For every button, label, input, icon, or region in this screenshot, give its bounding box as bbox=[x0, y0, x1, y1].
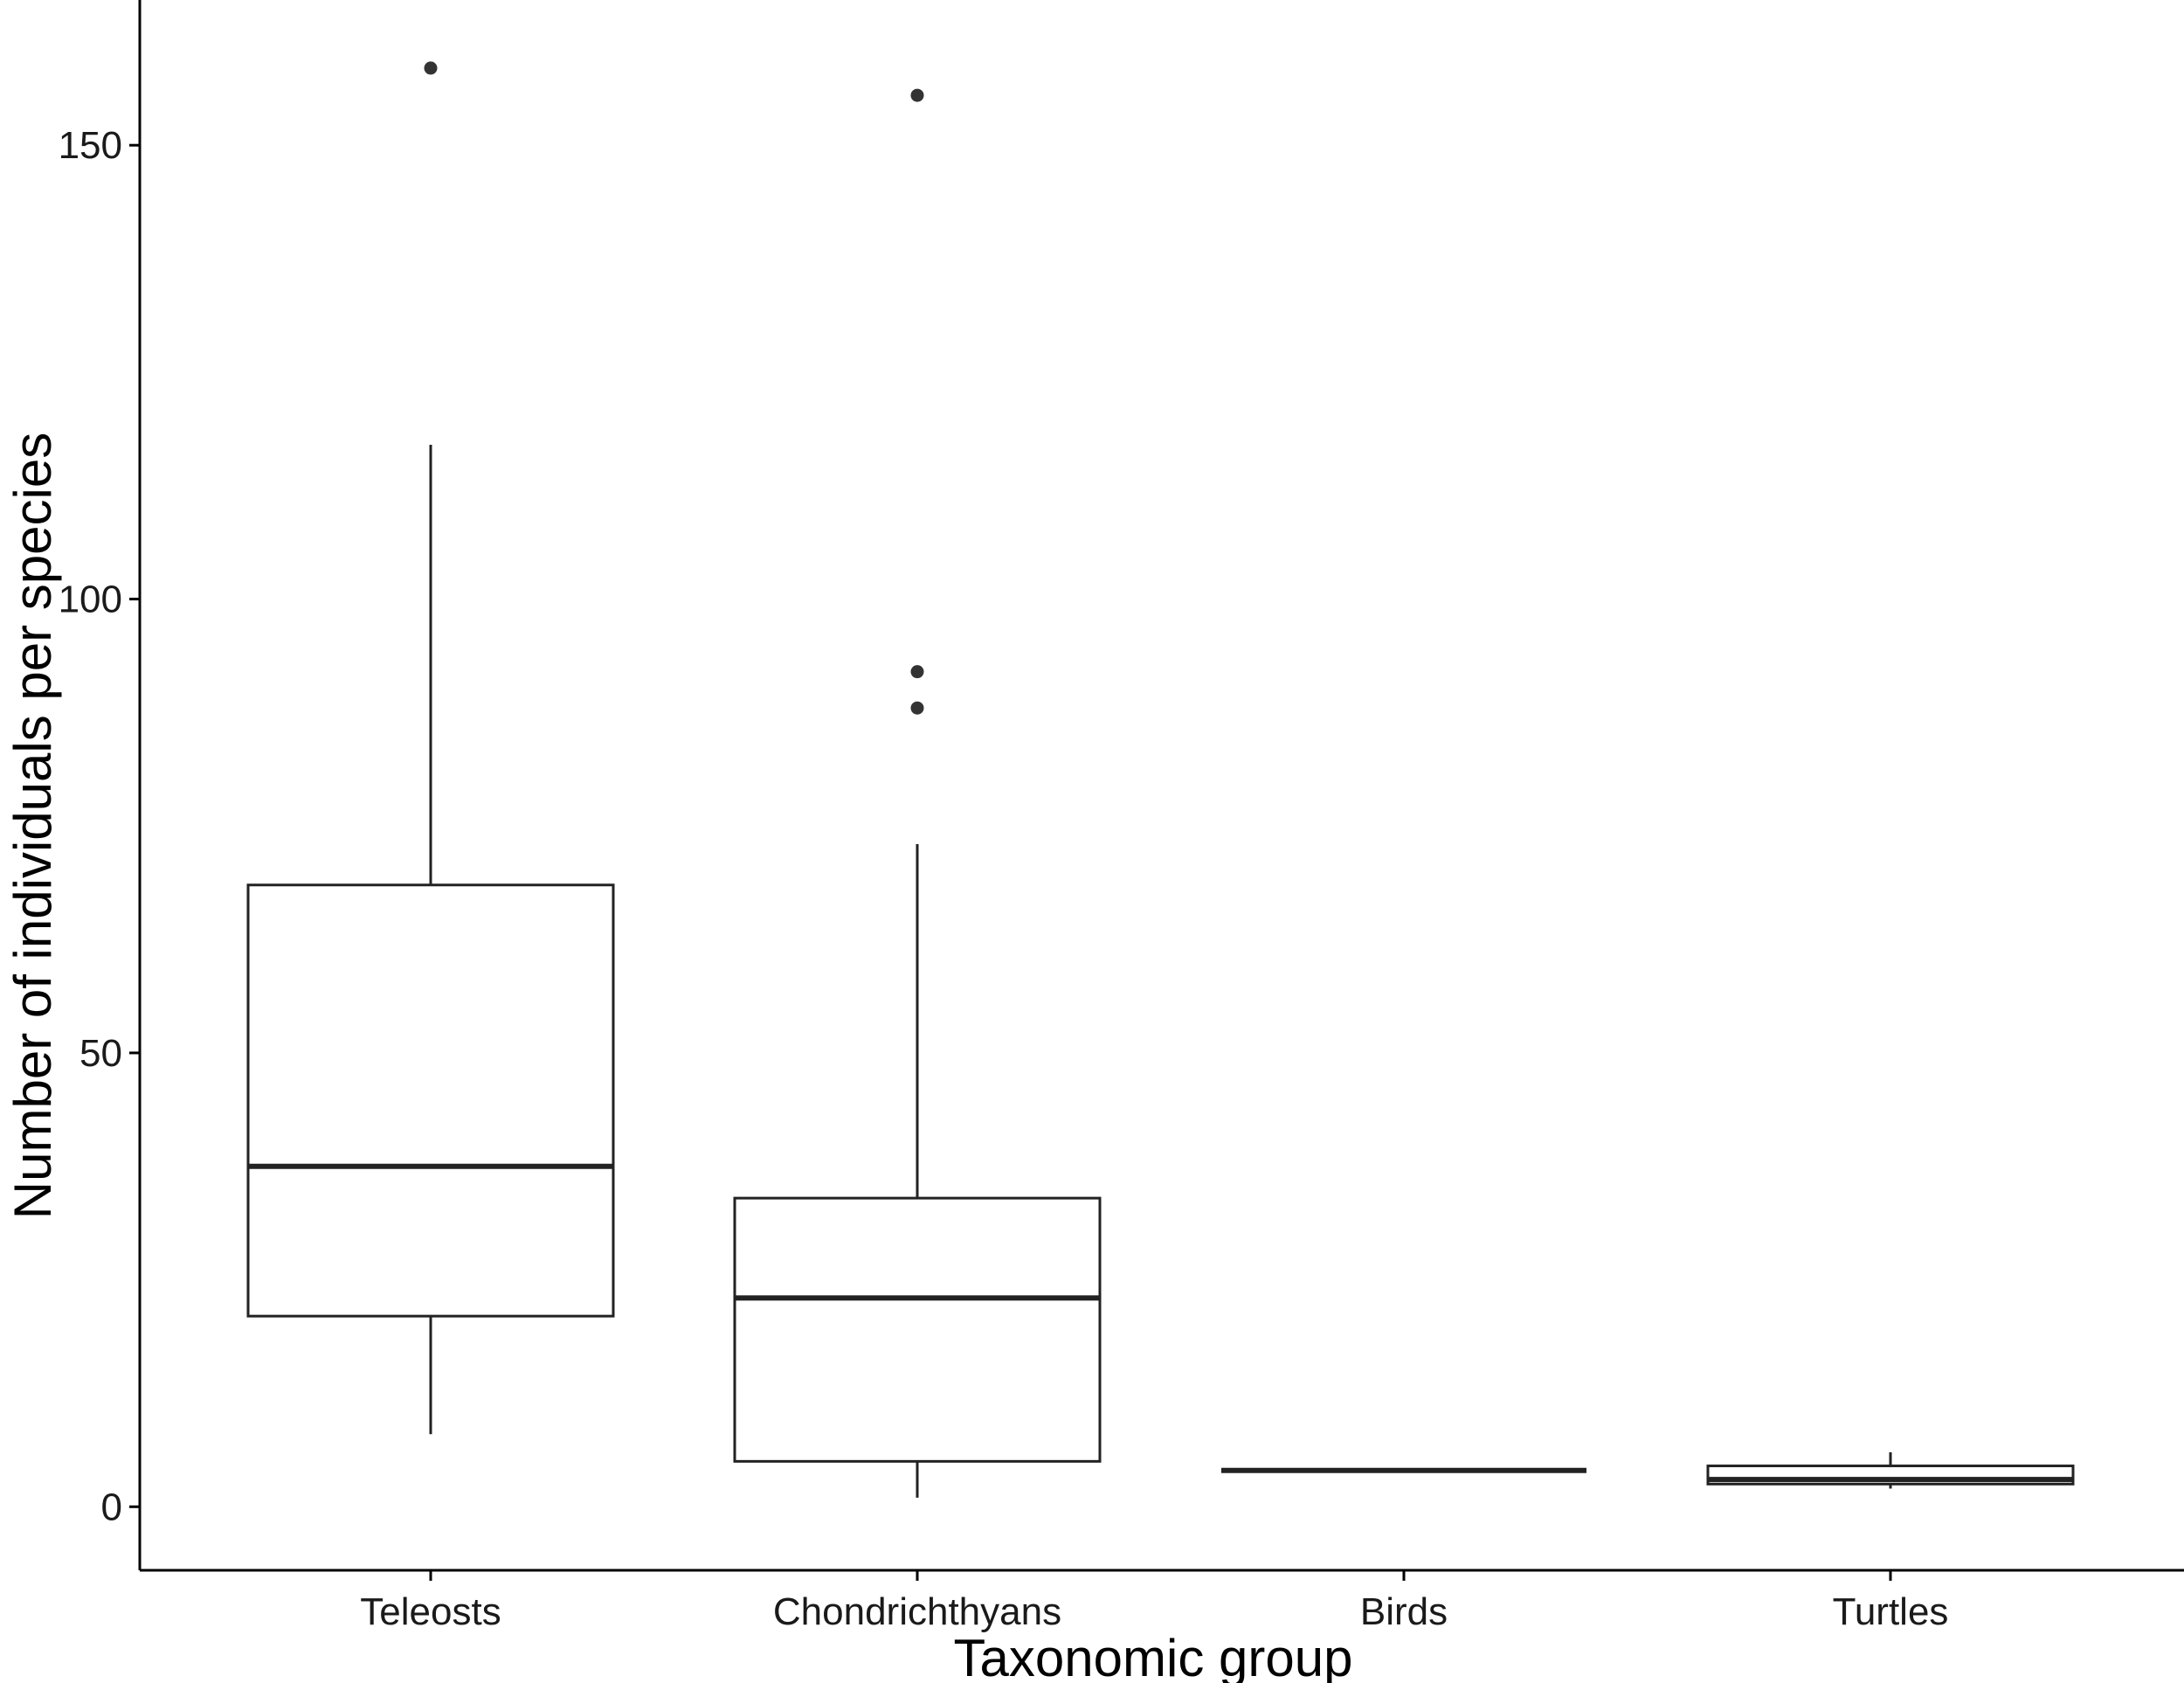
box-chondrichthyans bbox=[733, 88, 1102, 1498]
y-tick-label: 100 bbox=[59, 578, 122, 621]
x-tick-label: Turtles bbox=[1833, 1590, 1949, 1633]
box-iqr bbox=[733, 1196, 1102, 1463]
outlier-point bbox=[910, 701, 924, 715]
y-tick-label: 0 bbox=[101, 1486, 122, 1528]
y-tick-label: 50 bbox=[79, 1032, 122, 1075]
y-axis: 0 50 100 150 bbox=[59, 124, 140, 1528]
y-tick-label: 150 bbox=[59, 124, 122, 167]
x-axis: Teleosts Chondrichthyans Birds Turtles bbox=[360, 1570, 1948, 1633]
x-tick-label: Birds bbox=[1360, 1590, 1448, 1633]
box-teleosts bbox=[246, 61, 615, 1435]
x-tick-label: Teleosts bbox=[360, 1590, 501, 1633]
outlier-point bbox=[910, 88, 924, 102]
x-tick-label: Chondrichthyans bbox=[773, 1590, 1061, 1633]
plot-marks bbox=[246, 61, 2075, 1498]
box-turtles bbox=[1706, 1451, 2075, 1489]
outlier-point bbox=[424, 61, 438, 75]
x-axis-title: Taxonomic group bbox=[954, 1629, 1353, 1683]
y-axis-title: Number of individuals per species bbox=[3, 433, 62, 1219]
box-iqr bbox=[246, 883, 615, 1318]
outlier-point bbox=[910, 665, 924, 679]
